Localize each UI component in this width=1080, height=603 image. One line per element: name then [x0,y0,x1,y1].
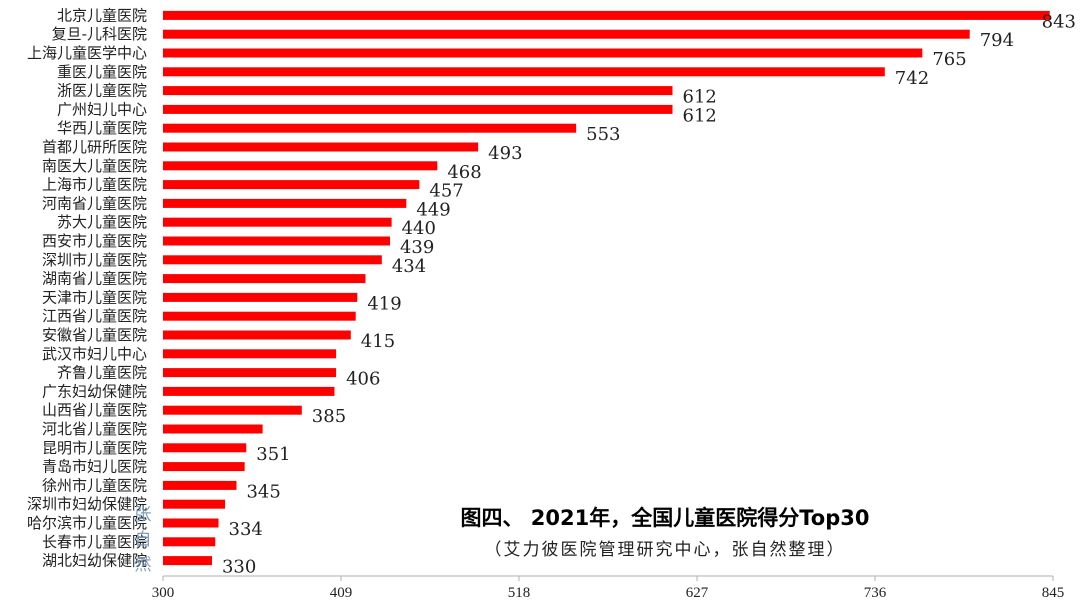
bar-10 [163,180,420,190]
bar-2 [163,29,970,39]
value-label: 449 [416,199,450,220]
bar-13 [163,236,390,246]
bar-15 [163,274,366,284]
chart-subtitle: （艾力彼医院管理研究中心，张自然整理） [485,540,846,560]
bar-5 [163,86,673,96]
category-label: 苏大儿童医院 [57,213,147,231]
category-label: 安徽省儿童医院 [42,326,147,344]
category-label: 长春市儿童医院 [42,533,147,551]
value-label: 612 [683,87,717,108]
bar-4 [163,67,885,77]
category-label: 湖南省儿童医院 [42,270,147,288]
value-label: 843 [1042,11,1076,32]
x-tick-labels: 300 409 518 627 736 845 [152,576,1065,601]
value-label: 765 [932,49,966,70]
value-label: 742 [895,68,929,89]
category-label: 广州妇儿中心 [57,100,147,118]
bar-11 [163,198,407,208]
value-label: 440 [402,218,436,239]
value-label: 493 [488,143,522,164]
category-label: 深圳市妇幼保健院 [27,495,147,513]
category-label: 浙医儿童医院 [57,82,147,100]
bar-25 [163,462,245,472]
bar-7 [163,123,577,133]
category-label: 深圳市儿童医院 [42,251,147,269]
value-label: 334 [229,519,263,540]
category-label: 哈尔滨市儿童医院 [27,514,147,532]
category-label: 西安市儿童医院 [42,232,147,250]
bar-9 [163,161,438,171]
value-label: 612 [683,105,717,126]
bar-30 [163,556,212,566]
value-label: 330 [222,557,256,578]
bar-24 [163,443,247,453]
x-tick-label: 627 [686,585,709,601]
category-label: 武汉市妇儿中心 [42,345,147,363]
category-label: 江西省儿童医院 [42,307,147,325]
bar-29 [163,537,216,547]
value-label: 385 [312,406,346,427]
bar-26 [163,480,237,490]
bar-17 [163,311,356,321]
category-label: 河南省儿童医院 [42,194,147,212]
bar-20 [163,368,337,378]
value-label: 794 [980,30,1014,51]
x-tick-label: 409 [330,585,353,601]
bars-group [163,10,1050,566]
category-label: 广东妇幼保健院 [42,382,147,400]
bar-14 [163,255,382,265]
category-label: 上海市儿童医院 [42,176,147,194]
category-label: 湖北妇幼保健院 [42,552,147,570]
bar-19 [163,349,337,359]
category-labels: 北京儿童医院复旦-儿科医院上海儿童医学中心重医儿童医院浙医儿童医院广州妇儿中心华… [27,6,147,569]
bar-1 [163,10,1050,20]
value-label: 457 [429,181,463,202]
category-label: 青岛市妇儿医院 [42,458,147,476]
category-label: 南医大儿童医院 [42,157,147,175]
value-label: 345 [246,481,280,502]
value-label: 351 [256,444,290,465]
category-label: 徐州市儿童医院 [42,476,147,494]
chart-title: 图四、 2021年，全国儿童医院得分Top30 [461,506,870,530]
value-label: 553 [586,124,620,145]
value-label: 415 [361,331,395,352]
category-label: 复旦-儿科医院 [52,25,147,43]
bar-12 [163,217,392,227]
x-tick-label: 518 [508,585,531,601]
bar-8 [163,142,479,152]
value-label: 419 [367,293,401,314]
x-tick-label: 300 [152,585,175,601]
bar-27 [163,499,226,509]
category-label: 天津市儿童医院 [42,288,147,306]
watermark-char-1: 张 [135,505,152,525]
bar-22 [163,405,302,415]
bar-21 [163,386,335,396]
category-label: 河北省儿童医院 [42,420,147,438]
category-label: 昆明市儿童医院 [42,439,147,457]
value-label: 439 [400,237,434,258]
category-label: 华西儿童医院 [57,119,147,137]
category-label: 上海儿童医学中心 [27,44,147,62]
bar-16 [163,292,358,302]
category-label: 山西省儿童医院 [42,401,147,419]
x-tick-label: 845 [1042,585,1065,601]
value-labels: 8437947657426126125534934684574494404394… [222,11,1076,577]
bar-3 [163,48,923,58]
value-label: 468 [447,162,481,183]
bar-6 [163,104,673,114]
category-label: 重医儿童医院 [57,63,147,81]
category-label: 首都儿研所医院 [42,138,147,156]
bar-23 [163,424,263,434]
value-label: 406 [346,369,380,390]
x-tick-label: 736 [864,585,887,601]
value-label: 434 [392,256,426,277]
watermark-char-2: 自 [135,530,152,550]
bar-28 [163,518,219,528]
category-label: 北京儿童医院 [57,6,147,24]
category-label: 齐鲁儿童医院 [57,364,147,382]
watermark-char-3: 然 [135,555,152,575]
bar-18 [163,330,351,340]
